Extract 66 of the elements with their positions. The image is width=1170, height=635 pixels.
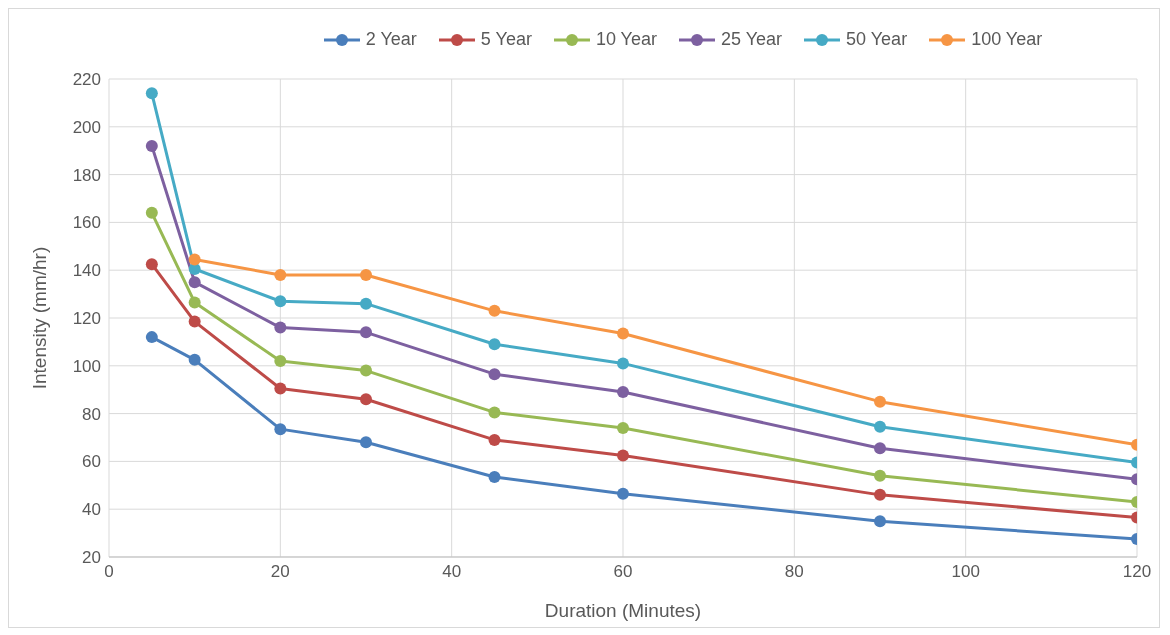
point <box>360 297 372 310</box>
y-tick-label: 180 <box>72 165 101 185</box>
point <box>145 331 158 344</box>
y-tick-label: 60 <box>82 452 101 472</box>
point <box>617 327 629 340</box>
y-axis-title: Intensity (mm/hr) <box>28 246 50 390</box>
point <box>874 420 886 433</box>
point <box>360 393 372 406</box>
x-tick-label: 120 <box>1122 562 1152 582</box>
x-tick-label: 0 <box>104 562 114 582</box>
point <box>488 406 501 419</box>
point <box>360 268 372 281</box>
point <box>360 364 372 377</box>
point <box>874 515 886 528</box>
point <box>488 470 501 483</box>
point <box>488 304 501 317</box>
point <box>874 488 886 501</box>
x-tick-label: 20 <box>270 562 290 582</box>
point <box>617 487 629 500</box>
y-tick-label: 100 <box>72 356 101 376</box>
legend-label: 50 Year <box>846 29 908 50</box>
point <box>188 253 201 266</box>
point <box>274 295 287 308</box>
point <box>188 296 201 309</box>
x-axis-title: Duration (Minutes) <box>544 600 702 621</box>
point <box>145 87 158 100</box>
point <box>360 436 372 449</box>
point <box>274 382 287 395</box>
y-tick-label: 120 <box>72 309 101 329</box>
point <box>274 423 287 436</box>
x-tick-label: 80 <box>784 562 804 582</box>
point <box>145 206 158 219</box>
y-tick-label: 80 <box>82 404 101 424</box>
point <box>617 449 629 462</box>
point <box>874 442 886 455</box>
point <box>488 433 501 446</box>
legend-label: 10 Year <box>595 29 657 50</box>
x-tick-label: 60 <box>613 562 633 582</box>
point <box>274 355 287 368</box>
y-tick-label: 40 <box>82 500 101 520</box>
point <box>274 321 287 334</box>
legend-label: 2 Year <box>365 29 417 50</box>
legend-label: 5 Year <box>480 29 532 50</box>
point <box>617 386 629 399</box>
legend-label: 100 Year <box>971 29 1043 50</box>
point <box>274 268 287 281</box>
y-tick-label: 200 <box>72 117 101 137</box>
point <box>360 326 372 339</box>
point <box>617 357 629 370</box>
point <box>188 315 201 328</box>
point <box>188 353 201 366</box>
point <box>145 139 158 152</box>
x-tick-label: 100 <box>951 562 980 582</box>
legend-label: 25 Year <box>720 29 783 50</box>
y-tick-label: 160 <box>72 213 101 233</box>
y-tick-label: 220 <box>72 70 101 90</box>
y-tick-label: 20 <box>82 548 101 568</box>
point <box>188 276 201 289</box>
point <box>874 469 886 482</box>
point <box>145 258 158 271</box>
point <box>617 421 629 434</box>
point <box>874 395 886 408</box>
y-tick-label: 140 <box>72 261 101 281</box>
point <box>488 368 501 381</box>
x-tick-label: 40 <box>442 562 462 582</box>
point <box>488 338 501 351</box>
